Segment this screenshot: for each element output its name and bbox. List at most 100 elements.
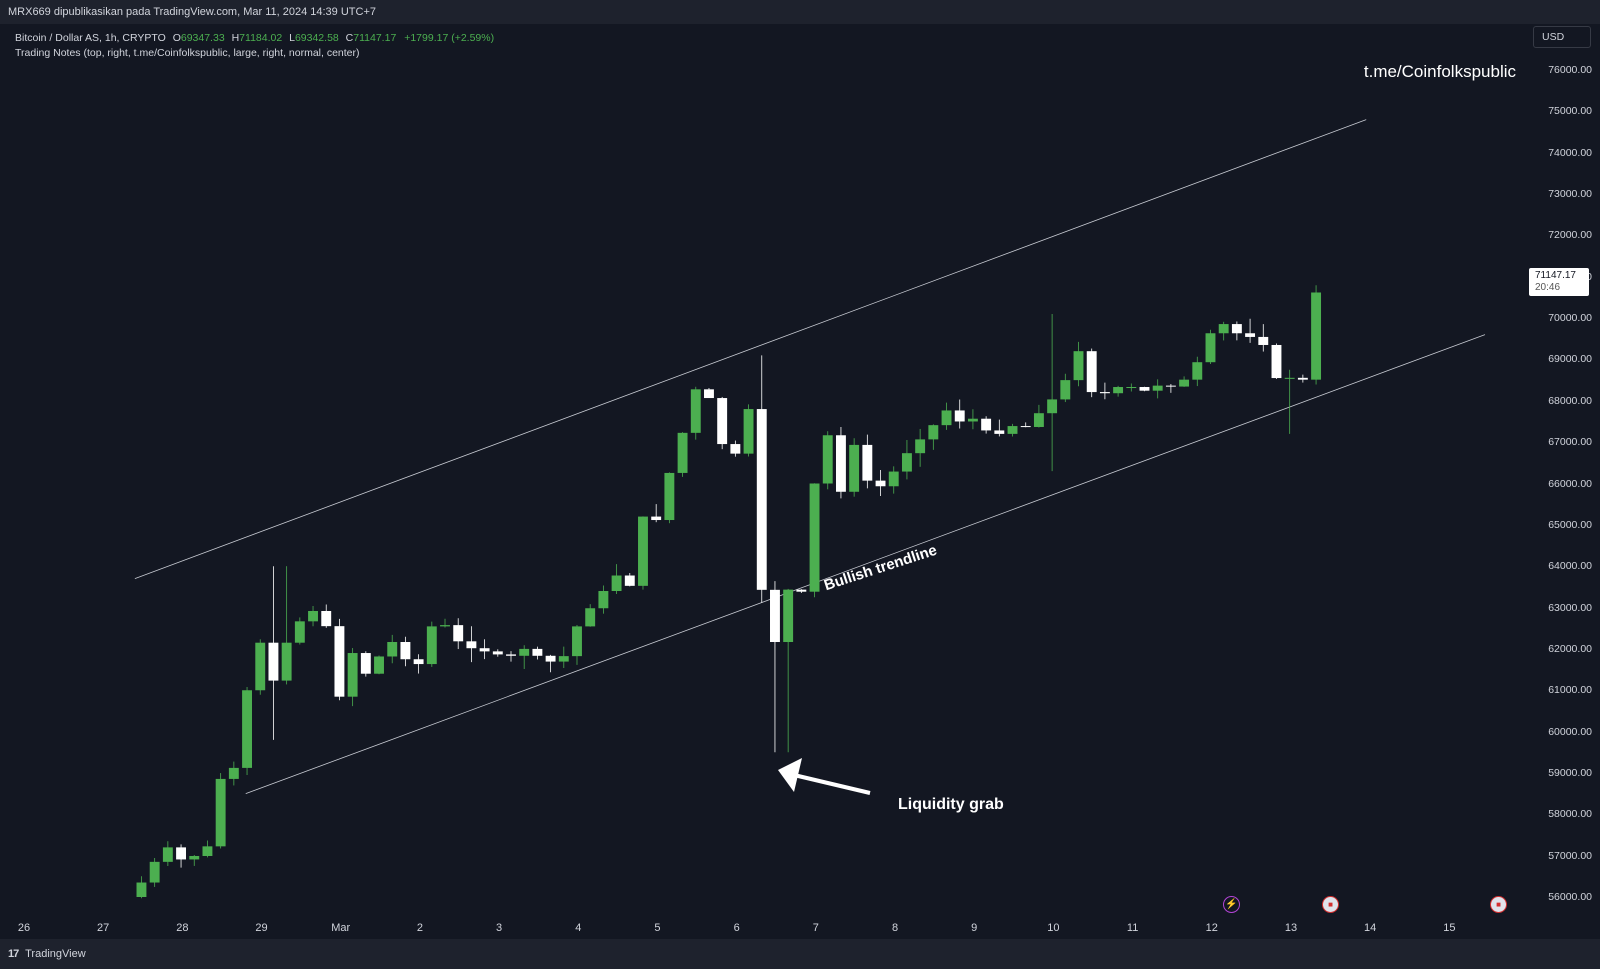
candle-up[interactable] xyxy=(202,846,213,856)
candle-down[interactable] xyxy=(360,653,371,674)
symbol-title[interactable]: Bitcoin / Dollar AS, 1h, CRYPTO xyxy=(15,32,166,44)
bolt-event-icon[interactable]: ⚡ xyxy=(1223,896,1240,913)
candle-down[interactable] xyxy=(994,430,1005,434)
candle-up[interactable] xyxy=(308,610,318,622)
candle-down[interactable] xyxy=(466,641,477,649)
candle-up[interactable] xyxy=(387,642,398,657)
candle-up[interactable] xyxy=(849,444,860,492)
candle-up[interactable] xyxy=(915,439,926,454)
candle-down[interactable] xyxy=(1165,385,1176,387)
candle-up[interactable] xyxy=(255,642,266,691)
candle-down[interactable] xyxy=(1099,392,1110,394)
candle-down[interactable] xyxy=(704,389,714,399)
candle-up[interactable] xyxy=(281,642,292,681)
candle-down[interactable] xyxy=(717,398,728,445)
candle-down[interactable] xyxy=(770,589,780,643)
candle-down[interactable] xyxy=(624,575,635,586)
candle-up[interactable] xyxy=(585,608,596,627)
candle-up[interactable] xyxy=(242,690,252,768)
candle-down[interactable] xyxy=(176,847,187,860)
candle-down[interactable] xyxy=(506,654,516,656)
candle-up[interactable] xyxy=(136,882,147,897)
candle-up[interactable] xyxy=(149,861,160,883)
candle-up[interactable] xyxy=(888,471,899,487)
candle-up[interactable] xyxy=(374,656,384,674)
us-flag-event-icon[interactable]: ■ xyxy=(1322,896,1339,913)
candle-up[interactable] xyxy=(783,589,794,643)
chart-pane[interactable] xyxy=(8,24,1529,939)
candle-down[interactable] xyxy=(875,480,886,487)
candle-down[interactable] xyxy=(756,409,767,590)
candle-up[interactable] xyxy=(1007,426,1018,434)
candle-up[interactable] xyxy=(228,767,239,779)
candle-up[interactable] xyxy=(440,625,450,627)
candle-up[interactable] xyxy=(558,656,569,662)
liquidity-annotation[interactable]: Liquidity grab xyxy=(898,796,1004,813)
candle-down[interactable] xyxy=(981,418,992,431)
candle-down[interactable] xyxy=(954,410,965,422)
candle-down[interactable] xyxy=(479,648,490,652)
time-axis[interactable]: 26 27 28 29 Mar 2 3 4 5 6 7 8 9 10 11 12 13 14 15 xyxy=(0,916,1529,938)
candle-down[interactable] xyxy=(400,642,411,660)
candle-up[interactable] xyxy=(928,425,939,440)
candle-up[interactable] xyxy=(1073,351,1084,381)
candle-down[interactable] xyxy=(1086,351,1097,393)
candle-up[interactable] xyxy=(1192,362,1203,380)
candle-up[interactable] xyxy=(967,418,978,422)
candle-down[interactable] xyxy=(796,589,807,592)
candle-down[interactable] xyxy=(321,610,332,627)
candle-up[interactable] xyxy=(743,409,754,454)
price-scale[interactable]: 56000.00 57000.00 58000.00 59000.00 60000.00… xyxy=(1529,50,1600,939)
candle-up[interactable] xyxy=(1152,385,1163,391)
candle-up[interactable] xyxy=(162,847,173,862)
candle-up[interactable] xyxy=(1284,377,1295,379)
candle-down[interactable] xyxy=(532,648,543,656)
candle-up[interactable] xyxy=(611,575,622,592)
candle-down[interactable] xyxy=(1020,426,1031,428)
candle-up[interactable] xyxy=(901,453,912,472)
candle-up[interactable] xyxy=(1060,380,1071,400)
candle-down[interactable] xyxy=(1271,344,1282,379)
candle-up[interactable] xyxy=(1047,399,1058,414)
candle-up[interactable] xyxy=(189,855,200,860)
candle-down[interactable] xyxy=(1139,387,1150,391)
candle-down[interactable] xyxy=(1245,333,1256,337)
candle-up[interactable] xyxy=(809,483,820,592)
candle-up[interactable] xyxy=(215,778,226,847)
candle-up[interactable] xyxy=(677,432,688,473)
candle-down[interactable] xyxy=(334,626,345,697)
candle-down[interactable] xyxy=(1258,336,1269,345)
candle-up[interactable] xyxy=(1179,379,1190,387)
candle-up[interactable] xyxy=(598,591,609,609)
candle-up[interactable] xyxy=(572,626,582,657)
candle-down[interactable] xyxy=(492,651,503,655)
candle-down[interactable] xyxy=(1297,377,1308,380)
candle-down[interactable] xyxy=(730,444,741,454)
candle-down[interactable] xyxy=(268,642,279,681)
candle-up[interactable] xyxy=(1113,387,1124,394)
candle-up[interactable] xyxy=(690,389,701,433)
candle-up[interactable] xyxy=(519,648,530,656)
candle-down[interactable] xyxy=(453,625,464,642)
indicator-title[interactable]: Trading Notes (top, right, t.me/Coinfolk… xyxy=(15,47,360,59)
candle-up[interactable] xyxy=(426,626,437,665)
candle-up[interactable] xyxy=(1218,324,1229,334)
candle-up[interactable] xyxy=(941,410,952,426)
candle-up[interactable] xyxy=(1311,292,1322,380)
candle-up[interactable] xyxy=(347,653,358,697)
candle-up[interactable] xyxy=(664,472,675,521)
candle-up[interactable] xyxy=(638,516,648,586)
candle-down[interactable] xyxy=(835,435,846,492)
candle-down[interactable] xyxy=(651,516,662,521)
candle-up[interactable] xyxy=(294,621,305,643)
candle-up[interactable] xyxy=(822,435,833,484)
candle-down[interactable] xyxy=(545,655,556,662)
candle-up[interactable] xyxy=(1033,413,1044,427)
candle-down[interactable] xyxy=(413,659,424,665)
us-flag-event-icon[interactable]: ■ xyxy=(1490,896,1507,913)
candle-up[interactable] xyxy=(1205,333,1216,363)
candle-up[interactable] xyxy=(1126,387,1137,389)
candle-down[interactable] xyxy=(862,444,873,481)
candle-down[interactable] xyxy=(1231,324,1242,334)
